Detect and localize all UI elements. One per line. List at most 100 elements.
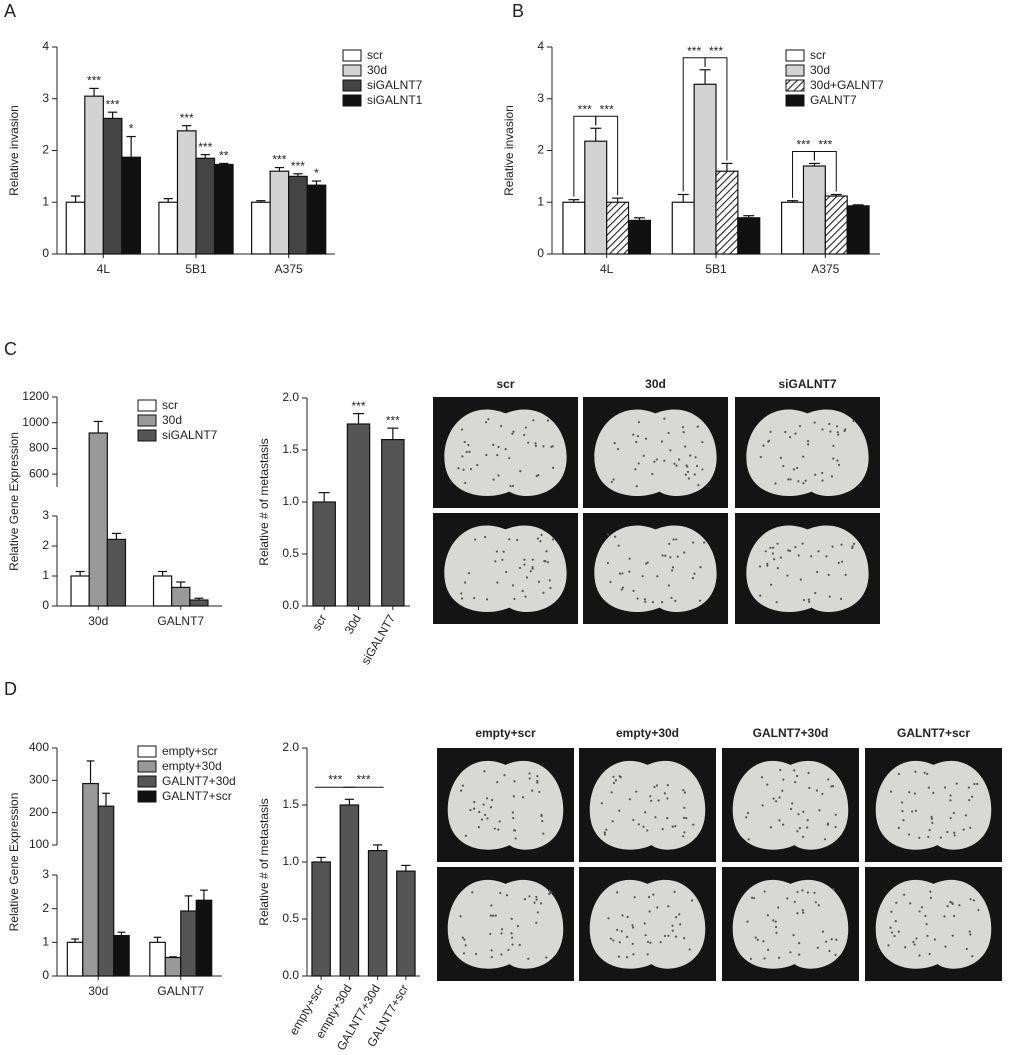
panel-letter: B — [512, 1, 524, 21]
photo-speck — [542, 445, 545, 448]
photo-speck — [830, 938, 833, 941]
photo-speck — [693, 473, 696, 476]
photo-speck — [766, 948, 770, 951]
bar — [152, 575, 173, 607]
photo-speck — [693, 572, 696, 575]
photo-speck — [676, 555, 679, 558]
photo-speck — [763, 890, 766, 893]
photo-speck — [531, 565, 534, 569]
photo-speck — [752, 897, 756, 900]
photo-speck — [784, 430, 787, 434]
photo-speck — [550, 891, 553, 894]
photo-speck — [762, 444, 765, 447]
photo-speck — [667, 934, 670, 937]
bar — [584, 140, 608, 255]
photo-speck — [801, 542, 804, 545]
photo-speck — [772, 797, 775, 800]
photo-speck — [682, 816, 686, 819]
photo-speck — [512, 795, 515, 798]
photo-speck — [836, 459, 839, 462]
photo-speck — [536, 779, 539, 783]
bracket-label: *** — [796, 138, 810, 152]
panel-letter: A — [4, 1, 16, 21]
bracket — [813, 150, 837, 192]
photo-speck — [802, 455, 805, 458]
photo-speck — [523, 563, 526, 566]
y-axis-title: Relative invasion — [7, 105, 21, 196]
photo-speck — [525, 576, 529, 579]
photo-speck — [832, 888, 835, 891]
significance: *** — [180, 111, 194, 125]
photo-speck — [793, 769, 796, 772]
bracket-label: *** — [328, 772, 342, 786]
photo-speck — [774, 482, 777, 485]
legend-label: GALNT7 — [810, 93, 857, 107]
y-tick-label: 2 — [42, 538, 49, 552]
bar — [780, 201, 805, 255]
photo-speck — [548, 892, 551, 896]
photo-speck — [501, 558, 504, 561]
photo-speck — [500, 932, 503, 935]
photo-speck — [908, 791, 911, 794]
photo-speck — [460, 597, 464, 600]
photo-speck — [779, 556, 783, 559]
photo-speck — [902, 893, 906, 896]
y-tick-label: 1 — [537, 194, 544, 208]
photo-speck — [468, 450, 471, 454]
significance: *** — [198, 140, 212, 154]
bar — [715, 170, 739, 255]
photo-speck — [813, 891, 816, 894]
photo-speck — [944, 945, 947, 948]
photo-speck — [462, 468, 465, 471]
lung-photo — [589, 879, 706, 969]
significance: *** — [351, 399, 365, 413]
photo-speck — [913, 792, 916, 795]
photo-speck — [492, 914, 495, 917]
photo-speck — [618, 941, 621, 944]
bar — [164, 956, 182, 977]
photo-speck — [471, 891, 474, 894]
photo-speck — [683, 937, 686, 940]
photo-speck — [538, 790, 541, 794]
photo-speck — [930, 817, 933, 820]
bracket-label: *** — [356, 772, 370, 786]
photo-speck — [772, 919, 775, 922]
lung-photo — [594, 409, 717, 497]
legend-label: siGALNT1 — [367, 93, 423, 107]
photo-speck — [513, 780, 516, 783]
photo-speck — [523, 898, 527, 901]
photo-speck — [644, 437, 648, 440]
photo-speck — [907, 833, 911, 836]
lung-photo — [875, 760, 992, 850]
photo-speck — [840, 543, 843, 546]
photo-speck — [664, 554, 667, 557]
photo-speck — [746, 811, 750, 815]
photo-speck — [694, 456, 697, 459]
photo-speck — [482, 803, 485, 806]
image-label: scr — [496, 377, 514, 391]
photo-speck — [684, 445, 687, 448]
photo-speck — [887, 944, 890, 947]
photo-speck — [821, 930, 825, 933]
photo-speck — [514, 837, 517, 840]
y-tick-label: 0 — [42, 246, 49, 260]
photo-speck — [829, 430, 832, 433]
photo-speck — [831, 545, 834, 548]
photo-speck — [967, 786, 971, 789]
photo-speck — [670, 569, 674, 572]
photo-speck — [789, 951, 792, 954]
photo-speck — [834, 813, 837, 816]
photo-speck — [924, 914, 927, 918]
photo-speck — [457, 467, 460, 470]
photo-speck — [621, 572, 624, 575]
photo-speck — [612, 781, 616, 785]
photo-speck — [837, 433, 840, 436]
legend-swatch — [137, 760, 157, 773]
photo-speck — [521, 589, 524, 593]
y-axis-title: Relative invasion — [502, 105, 516, 196]
photo-speck — [461, 455, 464, 458]
photo-speck — [827, 778, 830, 781]
photo-speck — [915, 937, 918, 940]
photo-speck — [825, 555, 828, 558]
photo-speck — [523, 433, 526, 437]
